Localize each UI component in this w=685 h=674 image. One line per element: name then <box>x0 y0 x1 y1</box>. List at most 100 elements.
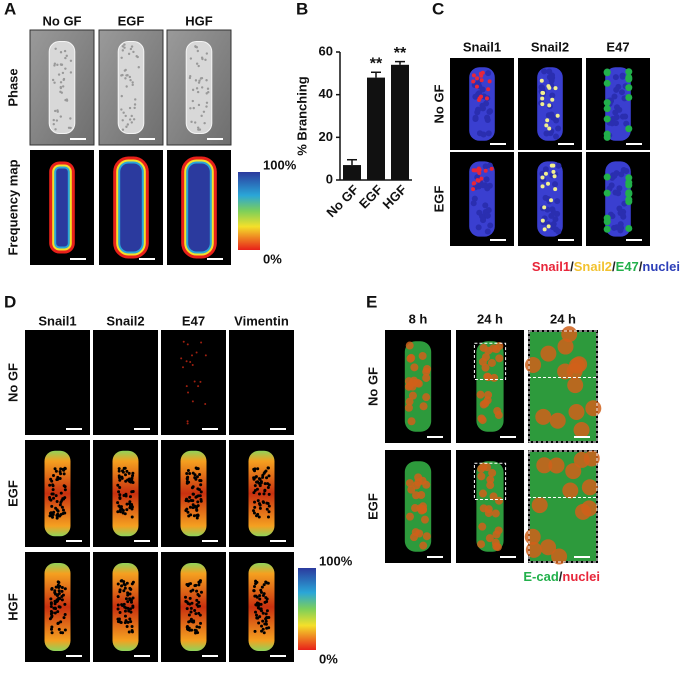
texture <box>116 510 120 514</box>
texture <box>185 360 188 363</box>
texture <box>116 501 120 505</box>
texture <box>188 505 192 509</box>
stain <box>603 99 611 107</box>
nucleus <box>480 182 487 189</box>
row-label: No GF <box>365 367 380 406</box>
nucleus <box>419 402 428 411</box>
stain <box>625 125 633 133</box>
texture <box>124 473 128 477</box>
texture <box>131 471 135 475</box>
stain <box>479 78 484 83</box>
texture <box>186 343 189 346</box>
micrograph <box>30 150 94 265</box>
texture <box>198 79 201 82</box>
micrograph <box>229 330 294 435</box>
nucleus <box>405 341 414 350</box>
image-frame <box>25 330 90 435</box>
texture <box>60 63 63 66</box>
texture <box>254 475 258 479</box>
texture <box>204 403 207 406</box>
legend-item: / <box>559 569 563 584</box>
micrograph <box>93 552 158 662</box>
texture <box>264 580 268 584</box>
texture <box>189 361 192 364</box>
stain <box>625 179 633 187</box>
texture <box>185 477 189 481</box>
micrograph <box>450 152 514 246</box>
legend-item: E-cad <box>523 569 558 584</box>
legend-item: / <box>639 259 643 274</box>
texture <box>54 494 58 498</box>
cell <box>44 563 71 651</box>
nucleus <box>618 224 625 231</box>
stain <box>474 84 479 89</box>
texture <box>133 103 137 106</box>
texture <box>200 341 203 344</box>
x-tick-label: HGF <box>380 182 410 212</box>
stain <box>546 181 551 186</box>
micrograph <box>229 440 294 547</box>
texture <box>260 585 264 589</box>
nucleus <box>568 403 585 420</box>
texture <box>65 54 68 58</box>
stain <box>547 126 552 131</box>
texture <box>56 109 59 112</box>
nucleus <box>549 92 556 99</box>
nucleus <box>554 198 561 205</box>
stain <box>625 190 633 198</box>
texture <box>190 354 193 357</box>
nucleus <box>482 202 489 209</box>
nucleus <box>415 529 424 538</box>
nucleus <box>477 472 486 481</box>
column-header: 24 h <box>477 311 503 326</box>
texture <box>121 49 125 52</box>
texture <box>59 620 63 624</box>
stain <box>553 187 558 192</box>
texture <box>61 85 65 88</box>
texture <box>202 110 206 113</box>
texture <box>128 597 132 601</box>
texture <box>51 78 55 82</box>
texture <box>55 478 59 482</box>
nucleus <box>545 112 552 119</box>
texture <box>124 492 128 496</box>
texture <box>256 467 260 471</box>
texture <box>65 98 69 101</box>
micrograph <box>518 58 582 150</box>
texture <box>48 514 52 518</box>
panel-label: E <box>366 292 377 311</box>
stain <box>476 97 481 102</box>
texture <box>131 605 135 609</box>
nucleus <box>612 74 619 81</box>
texture <box>253 629 257 633</box>
nucleus <box>555 228 562 235</box>
nucleus <box>475 224 482 231</box>
texture <box>131 83 134 87</box>
texture <box>195 351 198 354</box>
nucleus <box>609 213 616 220</box>
texture <box>262 631 266 635</box>
nucleus <box>486 475 495 484</box>
stain <box>476 178 481 183</box>
texture <box>198 579 202 583</box>
y-axis-label: % Branching <box>294 76 309 156</box>
texture <box>264 596 268 600</box>
nucleus <box>407 353 416 362</box>
column-header: 24 h <box>550 311 576 326</box>
texture <box>258 594 262 598</box>
texture <box>53 611 57 615</box>
texture <box>61 467 65 471</box>
texture <box>124 619 128 623</box>
nucleus <box>422 480 431 489</box>
texture <box>50 611 54 615</box>
stain <box>540 102 545 107</box>
texture <box>120 56 123 59</box>
texture <box>118 497 122 501</box>
colorbar-label: 0% <box>263 251 282 266</box>
micrograph <box>456 330 524 443</box>
texture <box>50 492 54 496</box>
texture <box>53 602 57 606</box>
y-tick-label: 0 <box>326 171 333 186</box>
stain <box>603 133 611 141</box>
texture <box>128 495 132 499</box>
